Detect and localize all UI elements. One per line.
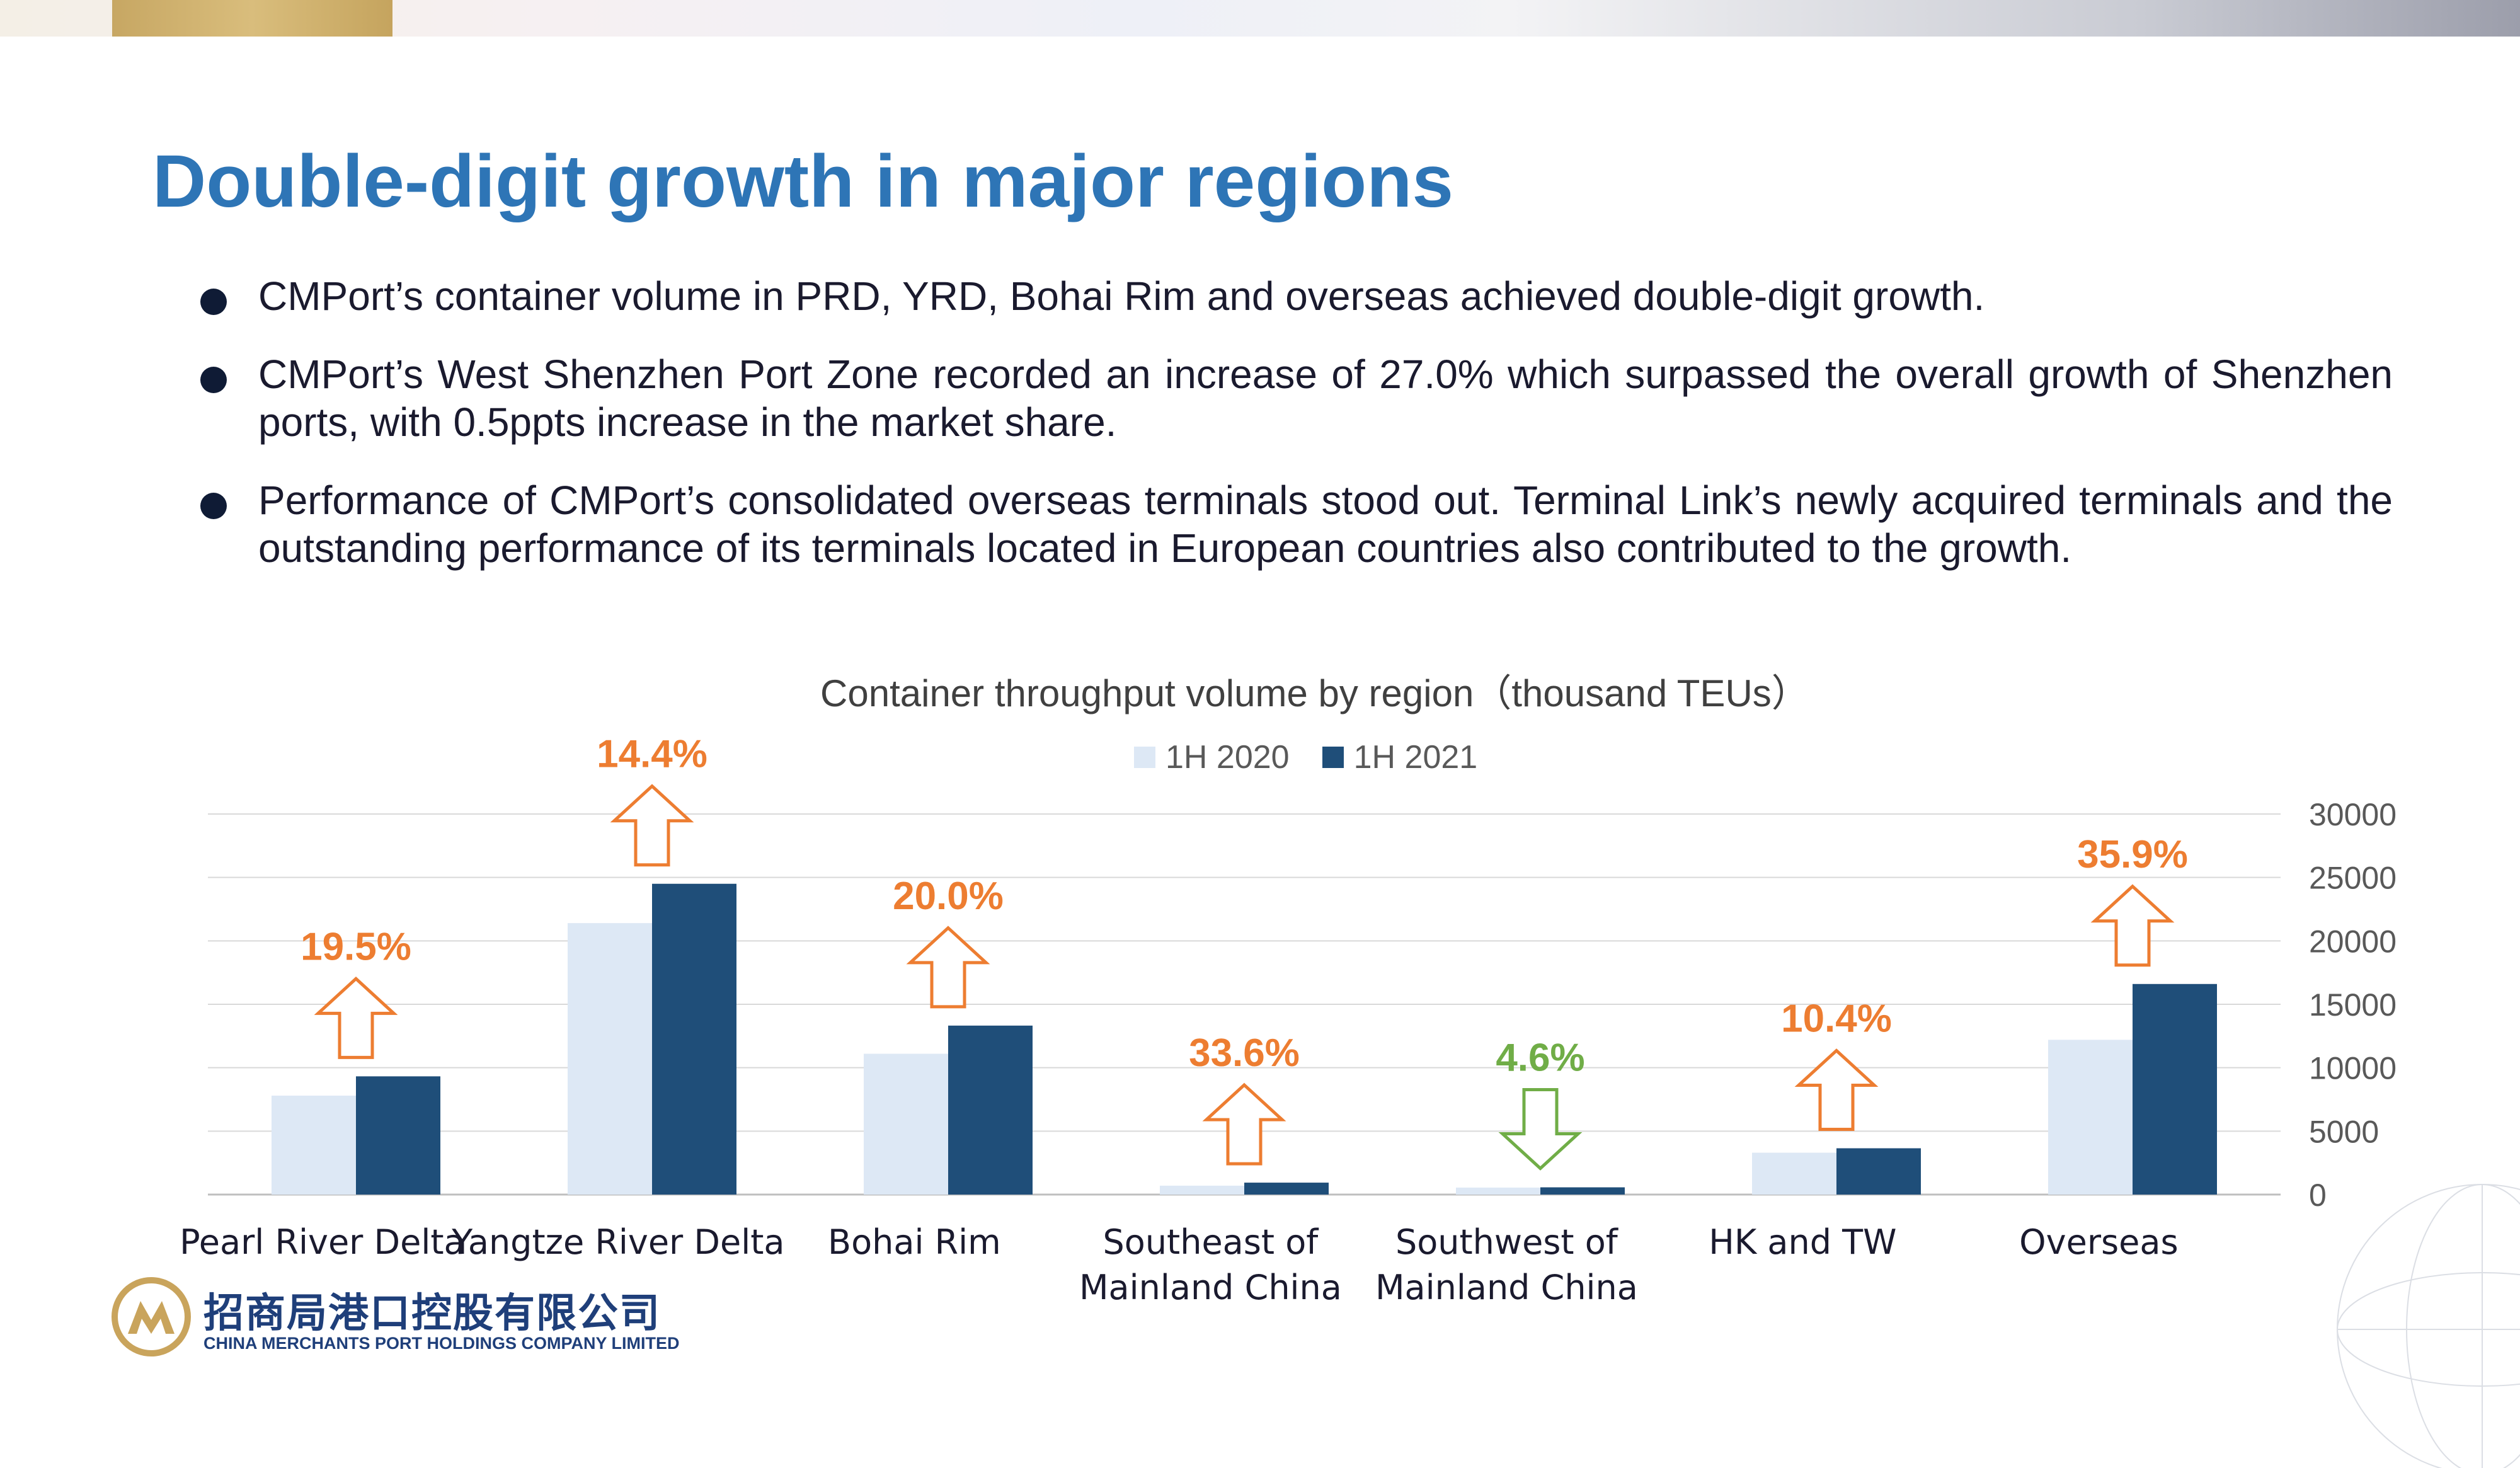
top-decorative-band — [0, 0, 2520, 37]
bullet-text: CMPort’s container volume in PRD, YRD, B… — [258, 273, 1985, 319]
bar-1h2021 — [356, 1076, 440, 1195]
bar-1h2021 — [1244, 1183, 1329, 1195]
chart-legend: 1H 2020 1H 2021 — [1134, 738, 1477, 776]
chart-title: Container throughput volume by region（th… — [820, 672, 1809, 714]
top-gold-accent — [112, 0, 392, 37]
y-tick-label: 5000 — [2309, 1114, 2379, 1149]
y-tick-label: 20000 — [2309, 924, 2397, 959]
growth-label: 19.5% — [301, 925, 411, 968]
bar-1h2021 — [652, 883, 736, 1195]
growth-label: 20.0% — [893, 874, 1004, 918]
bar-1h2021 — [1540, 1187, 1625, 1195]
legend-item-1h2020: 1H 2020 — [1134, 738, 1290, 776]
category-label: Overseas — [2019, 1222, 2178, 1262]
bullet-dot-icon — [200, 289, 227, 315]
legend-swatch-1h2020 — [1134, 747, 1155, 768]
bar-1h2021 — [1836, 1148, 1921, 1195]
category-label: Yangtze River Delta — [451, 1222, 784, 1262]
bar-1h2020 — [1160, 1185, 1244, 1195]
growth-label: 35.9% — [2077, 833, 2188, 876]
growth-up-arrow-icon — [906, 926, 990, 1009]
bullet-dot-icon — [200, 493, 227, 519]
bullet-item: CMPort’s West Shenzhen Port Zone recorde… — [200, 350, 2393, 446]
company-logo: 招商局港口控股有限公司 CHINA MERCHANTS PORT HOLDING… — [110, 1276, 680, 1364]
growth-label: 33.6% — [1189, 1031, 1300, 1075]
bar-1h2021 — [2133, 983, 2217, 1195]
category-label: Bohai Rim — [828, 1222, 1001, 1262]
growth-up-arrow-icon — [2090, 884, 2175, 967]
bar-1h2020 — [864, 1053, 948, 1195]
y-tick-label: 15000 — [2309, 987, 2397, 1023]
category-label: Pearl River Delta — [180, 1222, 464, 1262]
growth-up-arrow-icon — [610, 784, 694, 867]
bar-chart: 0 5000 10000 15000 20000 25000 30000 Pearl Rive… — [180, 733, 2397, 1307]
legend-swatch-1h2021 — [1322, 747, 1344, 768]
growth-label: 4.6% — [1496, 1036, 1584, 1080]
bar-1h2020 — [1752, 1152, 1836, 1195]
bullet-text: Performance of CMPort’s consolidated ove… — [258, 478, 2393, 571]
category-label: HK and TW — [1709, 1222, 1896, 1262]
bullet-text: CMPort’s West Shenzhen Port Zone recorde… — [258, 352, 2393, 445]
legend-label-1h2020: 1H 2020 — [1166, 739, 1290, 776]
category-label: Southwest of — [1395, 1222, 1619, 1262]
bar-1h2021 — [948, 1025, 1033, 1195]
bar-1h2020 — [2048, 1040, 2133, 1195]
bullet-list: CMPort’s container volume in PRD, YRD, B… — [200, 272, 2393, 602]
bullet-dot-icon — [200, 367, 227, 393]
growth-up-arrow-icon — [1794, 1048, 1879, 1132]
growth-label: 14.4% — [597, 733, 707, 776]
growth-up-arrow-icon — [1202, 1082, 1286, 1166]
y-tick-label: 30000 — [2309, 797, 2397, 832]
bullet-item: Performance of CMPort’s consolidated ove… — [200, 476, 2393, 572]
y-tick-label: 25000 — [2309, 861, 2397, 896]
y-tick-label: 10000 — [2309, 1051, 2397, 1086]
category-label: Mainland China — [1079, 1268, 1342, 1307]
logo-english-name: CHINA MERCHANTS PORT HOLDINGS COMPANY LI… — [203, 1334, 680, 1353]
bar-1h2020 — [568, 923, 652, 1195]
slide-title: Double-digit growth in major regions — [152, 140, 1453, 223]
legend-label-1h2021: 1H 2021 — [1353, 739, 1478, 776]
bullet-item: CMPort’s container volume in PRD, YRD, B… — [200, 272, 2393, 320]
y-tick-label: 0 — [2309, 1178, 2327, 1213]
category-label: Mainland China — [1375, 1268, 1638, 1307]
logo-chinese-name: 招商局港口控股有限公司 — [203, 1290, 661, 1337]
bar-1h2020 — [1456, 1187, 1540, 1195]
bar-1h2020 — [272, 1095, 356, 1195]
legend-item-1h2021: 1H 2021 — [1322, 738, 1478, 776]
growth-label: 10.4% — [1781, 997, 1892, 1041]
cmport-emblem-icon — [112, 1277, 191, 1356]
growth-down-arrow-icon — [1498, 1088, 1583, 1171]
category-label: Southeast of — [1103, 1222, 1320, 1262]
growth-up-arrow-icon — [314, 976, 398, 1059]
